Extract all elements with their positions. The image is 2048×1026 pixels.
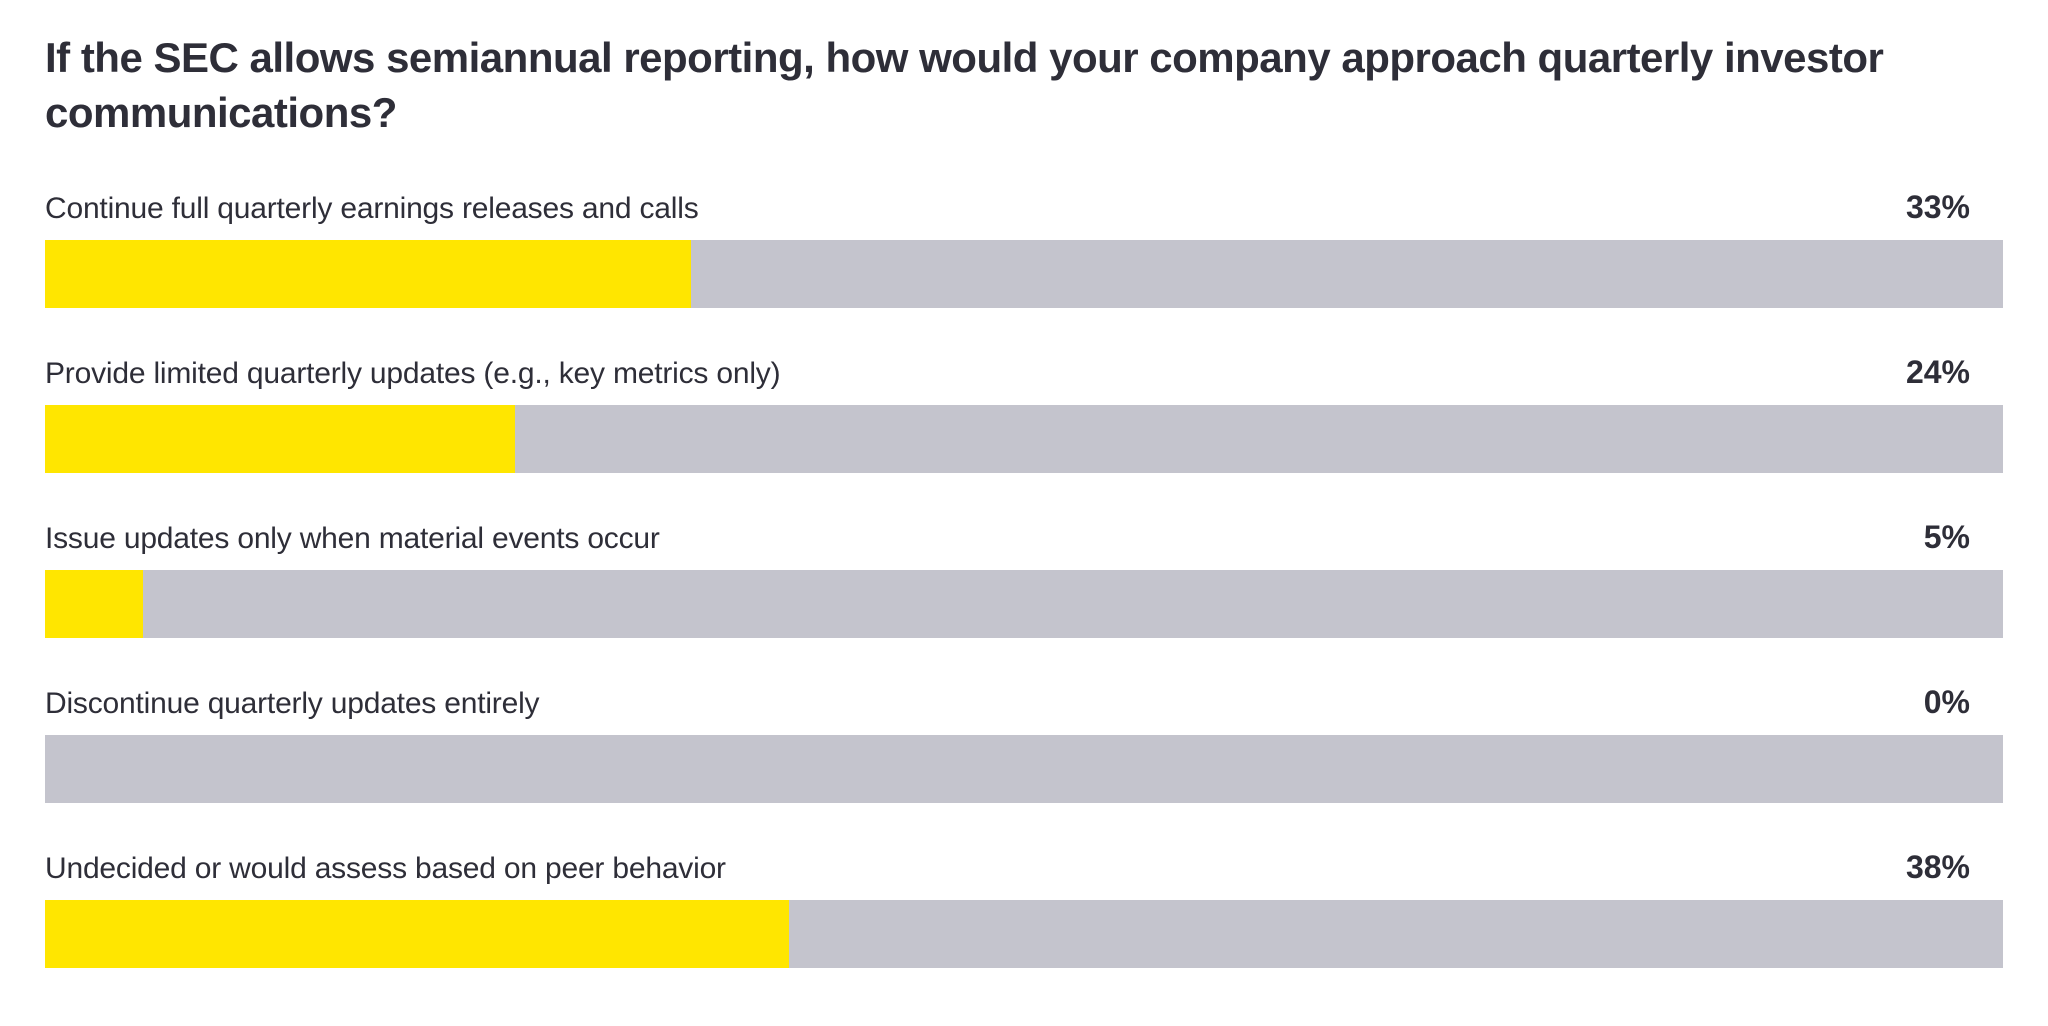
bar-value: 5% xyxy=(1923,518,1970,555)
bar-value: 38% xyxy=(1905,848,1970,885)
bar-value: 33% xyxy=(1905,188,1970,225)
bar-value: 24% xyxy=(1905,353,1970,390)
bar-track xyxy=(45,569,2003,638)
bar-label: Issue updates only when material events … xyxy=(45,521,660,555)
bar-track xyxy=(45,404,2003,473)
bar-row: Undecided or would assess based on peer … xyxy=(45,849,2003,968)
bar-row: Provide limited quarterly updates (e.g.,… xyxy=(45,354,2003,473)
bar-fill xyxy=(45,239,692,308)
bar-row: Discontinue quarterly updates entirely 0… xyxy=(45,684,2003,803)
bar-value: 0% xyxy=(1923,683,1970,720)
bar-row: Continue full quarterly earnings release… xyxy=(45,189,2003,308)
bar-label: Discontinue quarterly updates entirely xyxy=(45,686,540,720)
bar-track xyxy=(45,899,2003,968)
bar-row: Issue updates only when material events … xyxy=(45,519,2003,638)
bar-fill xyxy=(45,569,143,638)
chart-title: If the SEC allows semiannual reporting, … xyxy=(45,34,1884,137)
bar-rows: Continue full quarterly earnings release… xyxy=(45,189,2003,968)
bar-fill xyxy=(45,404,515,473)
bar-label: Continue full quarterly earnings release… xyxy=(45,191,699,225)
bar-fill xyxy=(45,899,790,968)
survey-bar-chart: If the SEC allows semiannual reporting, … xyxy=(45,34,2003,968)
bar-track xyxy=(45,239,2003,308)
bar-track xyxy=(45,734,2003,803)
bar-label: Undecided or would assess based on peer … xyxy=(45,851,726,885)
bar-label: Provide limited quarterly updates (e.g.,… xyxy=(45,356,781,390)
